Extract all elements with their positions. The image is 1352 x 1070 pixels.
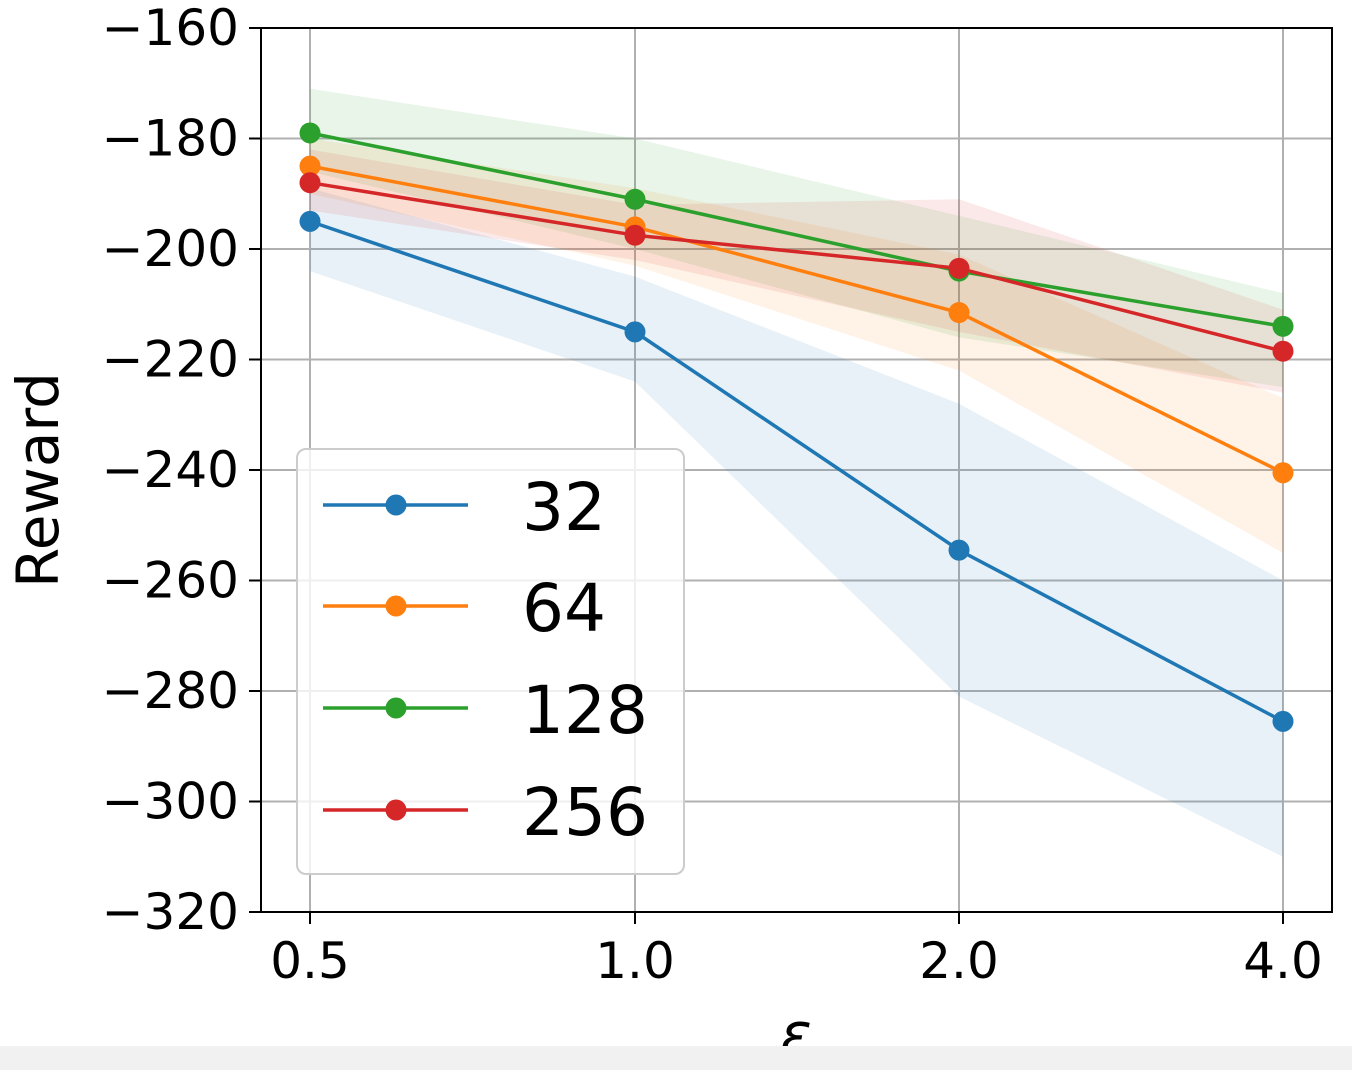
series-markers bbox=[299, 122, 1294, 732]
marker-128 bbox=[1272, 315, 1294, 337]
y-tick-label: −300 bbox=[102, 773, 239, 831]
x-tick-label: 2.0 bbox=[919, 932, 999, 990]
marker-32 bbox=[624, 321, 646, 343]
marker-256 bbox=[624, 224, 646, 246]
marker-128 bbox=[299, 122, 321, 144]
line-256 bbox=[309, 180, 1284, 353]
y-tick-label: −320 bbox=[102, 883, 239, 941]
x-tick-label: 4.0 bbox=[1243, 932, 1323, 990]
legend-label-32: 32 bbox=[522, 469, 606, 546]
x-axis-ticks: 0.5 1.0 2.0 4.0 bbox=[270, 912, 1323, 990]
y-tick-label: −180 bbox=[102, 110, 239, 168]
legend-marker-256 bbox=[385, 799, 407, 821]
marker-64 bbox=[948, 302, 970, 324]
legend-marker-64 bbox=[385, 595, 407, 617]
marker-256 bbox=[948, 257, 970, 279]
marker-64 bbox=[299, 155, 321, 177]
marker-32 bbox=[948, 539, 970, 561]
legend-marker-128 bbox=[385, 697, 407, 719]
band-128 bbox=[310, 88, 1283, 388]
y-tick-label: −160 bbox=[102, 0, 239, 57]
marker-256 bbox=[299, 172, 321, 194]
y-axis-title: Reward bbox=[4, 372, 72, 588]
y-axis-ticks: −160 −180 −200 −220 −240 −260 −280 −300 −320 bbox=[102, 0, 261, 941]
line-128 bbox=[309, 131, 1284, 329]
marker-256 bbox=[1272, 340, 1294, 362]
legend-marker-32 bbox=[385, 494, 407, 516]
band-64 bbox=[310, 138, 1283, 553]
legend: 32 64 128 256 bbox=[296, 448, 685, 875]
legend-box bbox=[296, 448, 685, 875]
x-tick-label: 0.5 bbox=[270, 932, 350, 990]
x-tick-label: 1.0 bbox=[595, 932, 675, 990]
y-tick-label: −260 bbox=[102, 552, 239, 610]
y-tick-label: −280 bbox=[102, 662, 239, 720]
marker-32 bbox=[299, 210, 321, 232]
line-32 bbox=[309, 219, 1284, 723]
y-tick-label: −200 bbox=[102, 220, 239, 278]
legend-label-128: 128 bbox=[522, 672, 648, 749]
marker-128 bbox=[624, 188, 646, 210]
y-tick-label: −220 bbox=[102, 331, 239, 389]
legend-label-64: 64 bbox=[522, 570, 606, 647]
window-bottom-strip bbox=[0, 1046, 1352, 1070]
line-64 bbox=[309, 164, 1284, 475]
band-32 bbox=[310, 188, 1283, 857]
legend-label-256: 256 bbox=[522, 774, 648, 851]
series-lines bbox=[309, 131, 1284, 723]
marker-32 bbox=[1272, 710, 1294, 732]
marker-64 bbox=[1272, 462, 1294, 484]
y-tick-label: −240 bbox=[102, 441, 239, 499]
